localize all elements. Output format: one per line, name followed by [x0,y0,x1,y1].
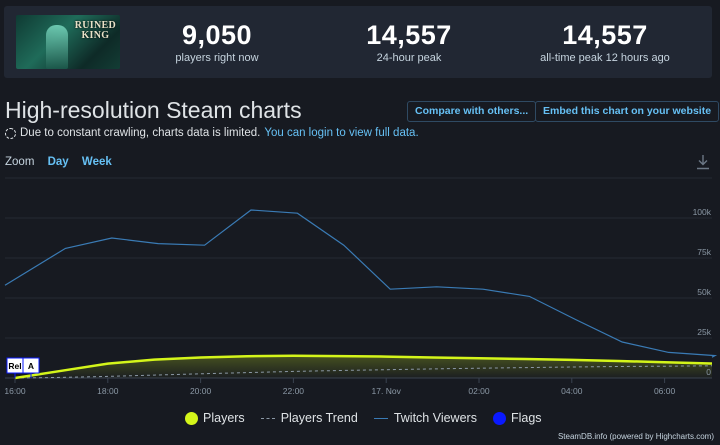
y-tick-label: 100k [693,207,712,217]
stat-value: 9,050 [181,20,253,50]
y-tick-label: 25k [697,327,711,337]
page-title: High-resolution Steam charts [5,97,302,123]
x-tick-label: 02:00 [468,386,490,396]
x-tick-label: 22:00 [283,386,305,396]
y-axis-ticks: 0 25k 50k 75k 100k [693,207,712,377]
zoom-day-button[interactable]: Day [47,156,69,168]
zoom-week-button[interactable]: Week [81,156,112,168]
stat-value: 14,557 [562,20,648,50]
flag-label: A [28,361,34,371]
legend-flags[interactable]: Flags [492,411,542,425]
compare-button[interactable]: Compare with others... [407,101,537,122]
zoom-controls: Zoom Day Week [5,156,112,168]
notice-text: Due to constant crawling, charts data is… [20,127,261,139]
login-link[interactable]: You can login to view full data. [264,127,419,139]
stat-players-now: 9,050 players right now [162,20,272,65]
download-icon[interactable] [696,154,710,170]
game-logo: RUINED KING [74,20,116,41]
embed-chart-button[interactable]: Embed this chart on your website [535,101,720,122]
game-art-figure [46,25,68,69]
trend-dash-icon [260,417,275,419]
flags-group: Rel A [6,357,40,378]
game-thumbnail[interactable]: RUINED KING [16,15,120,69]
player-chart[interactable]: 0 25k 50k 75k 100k 16:00 18:00 20:00 22:00 17. N… [0,170,720,405]
twitch-viewers-line [4,209,718,358]
data-limited-notice: Due to constant crawling, charts data is… [5,127,419,139]
y-tick-label: 75k [697,247,711,257]
chart-grid [5,177,712,379]
players-area [15,355,712,378]
flags-dot-icon [492,411,506,425]
x-axis-ticks: 16:00 18:00 20:00 22:00 17. Nov 02:00 04:00 06:… [4,378,676,396]
x-tick-label: 18:00 [97,386,119,396]
legend-players-trend[interactable]: Players Trend [260,411,358,425]
x-tick-label: 16:00 [4,386,26,396]
x-tick-label: 17. Nov [372,386,402,396]
stat-24h-peak: 14,557 24-hour peak [349,20,469,65]
stats-bar: RUINED KING 9,050 players right now 14,5… [4,6,712,78]
stat-label: players right now [175,52,259,64]
legend-players[interactable]: Players [185,411,245,425]
legend-twitch-viewers[interactable]: Twitch Viewers [373,411,477,425]
chart-legend: Players Players Trend Twitch Viewers Fla… [185,411,558,425]
players-dot-icon [185,411,198,425]
players-trend-line [14,365,712,379]
x-tick-label: 20:00 [190,386,212,396]
twitch-line-icon [373,417,388,419]
stat-all-time-peak: 14,557 all-time peak 12 hours ago [530,20,680,65]
flag-label: Rel [8,361,21,371]
stat-label: all-time peak 12 hours ago [540,52,670,64]
y-tick-label: 0 [706,367,711,377]
x-tick-label: 06:00 [654,386,676,396]
y-tick-label: 50k [697,287,711,297]
players-line [14,354,712,380]
x-tick-label: 04:00 [561,386,583,396]
loading-spinner-icon [5,127,16,139]
chart-credits[interactable]: SteamDB.info (powered by Highcharts.com) [557,432,714,441]
zoom-label: Zoom [5,156,35,168]
stat-value: 14,557 [366,20,452,50]
stat-label: 24-hour peak [376,52,442,64]
